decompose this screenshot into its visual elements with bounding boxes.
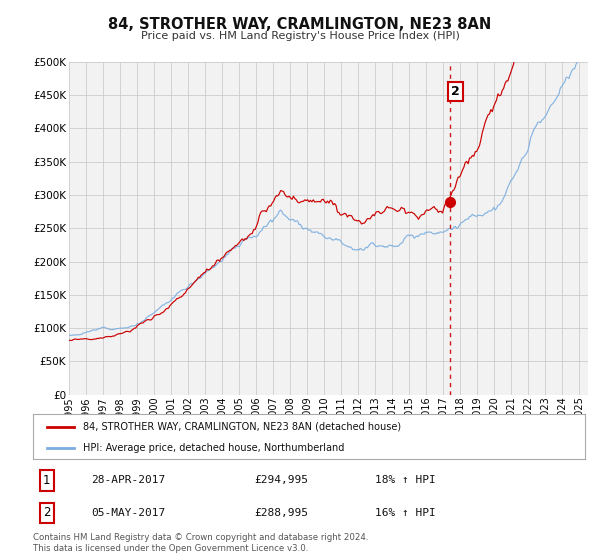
Text: 2: 2 — [451, 85, 460, 98]
Text: 16% ↑ HPI: 16% ↑ HPI — [375, 508, 436, 518]
Text: 84, STROTHER WAY, CRAMLINGTON, NE23 8AN: 84, STROTHER WAY, CRAMLINGTON, NE23 8AN — [109, 17, 491, 32]
Text: 05-MAY-2017: 05-MAY-2017 — [91, 508, 165, 518]
Text: Price paid vs. HM Land Registry's House Price Index (HPI): Price paid vs. HM Land Registry's House … — [140, 31, 460, 41]
Text: HPI: Average price, detached house, Northumberland: HPI: Average price, detached house, Nort… — [83, 443, 344, 453]
Text: Contains HM Land Registry data © Crown copyright and database right 2024.
This d: Contains HM Land Registry data © Crown c… — [33, 533, 368, 553]
Text: 84, STROTHER WAY, CRAMLINGTON, NE23 8AN (detached house): 84, STROTHER WAY, CRAMLINGTON, NE23 8AN … — [83, 422, 401, 432]
Text: £288,995: £288,995 — [254, 508, 308, 518]
Text: 1: 1 — [43, 474, 50, 487]
Text: 18% ↑ HPI: 18% ↑ HPI — [375, 475, 436, 486]
Text: 2: 2 — [43, 506, 50, 520]
Text: 28-APR-2017: 28-APR-2017 — [91, 475, 165, 486]
Text: £294,995: £294,995 — [254, 475, 308, 486]
